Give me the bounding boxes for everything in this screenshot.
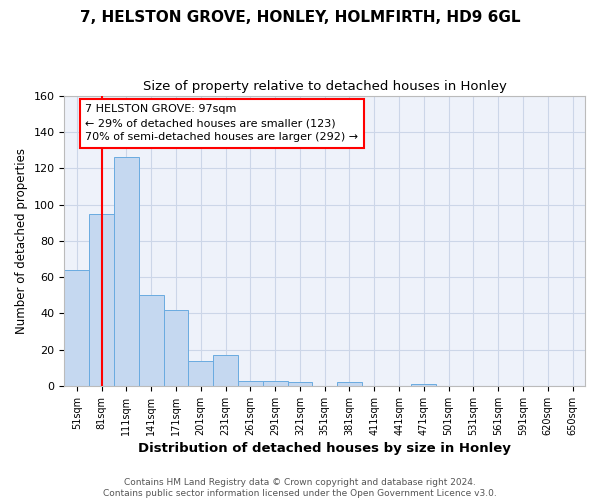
Bar — [412, 384, 436, 386]
Bar — [188, 360, 213, 386]
Bar — [164, 310, 188, 386]
Bar — [64, 270, 89, 386]
Title: Size of property relative to detached houses in Honley: Size of property relative to detached ho… — [143, 80, 506, 93]
Bar — [139, 296, 164, 386]
Text: 7, HELSTON GROVE, HONLEY, HOLMFIRTH, HD9 6GL: 7, HELSTON GROVE, HONLEY, HOLMFIRTH, HD9… — [80, 10, 520, 25]
Bar — [287, 382, 313, 386]
Bar — [337, 382, 362, 386]
X-axis label: Distribution of detached houses by size in Honley: Distribution of detached houses by size … — [138, 442, 511, 455]
Bar — [89, 214, 114, 386]
Text: Contains HM Land Registry data © Crown copyright and database right 2024.
Contai: Contains HM Land Registry data © Crown c… — [103, 478, 497, 498]
Text: 7 HELSTON GROVE: 97sqm
← 29% of detached houses are smaller (123)
70% of semi-de: 7 HELSTON GROVE: 97sqm ← 29% of detached… — [85, 104, 358, 142]
Bar — [114, 158, 139, 386]
Y-axis label: Number of detached properties: Number of detached properties — [15, 148, 28, 334]
Bar — [213, 355, 238, 386]
Bar — [238, 380, 263, 386]
Bar — [263, 380, 287, 386]
